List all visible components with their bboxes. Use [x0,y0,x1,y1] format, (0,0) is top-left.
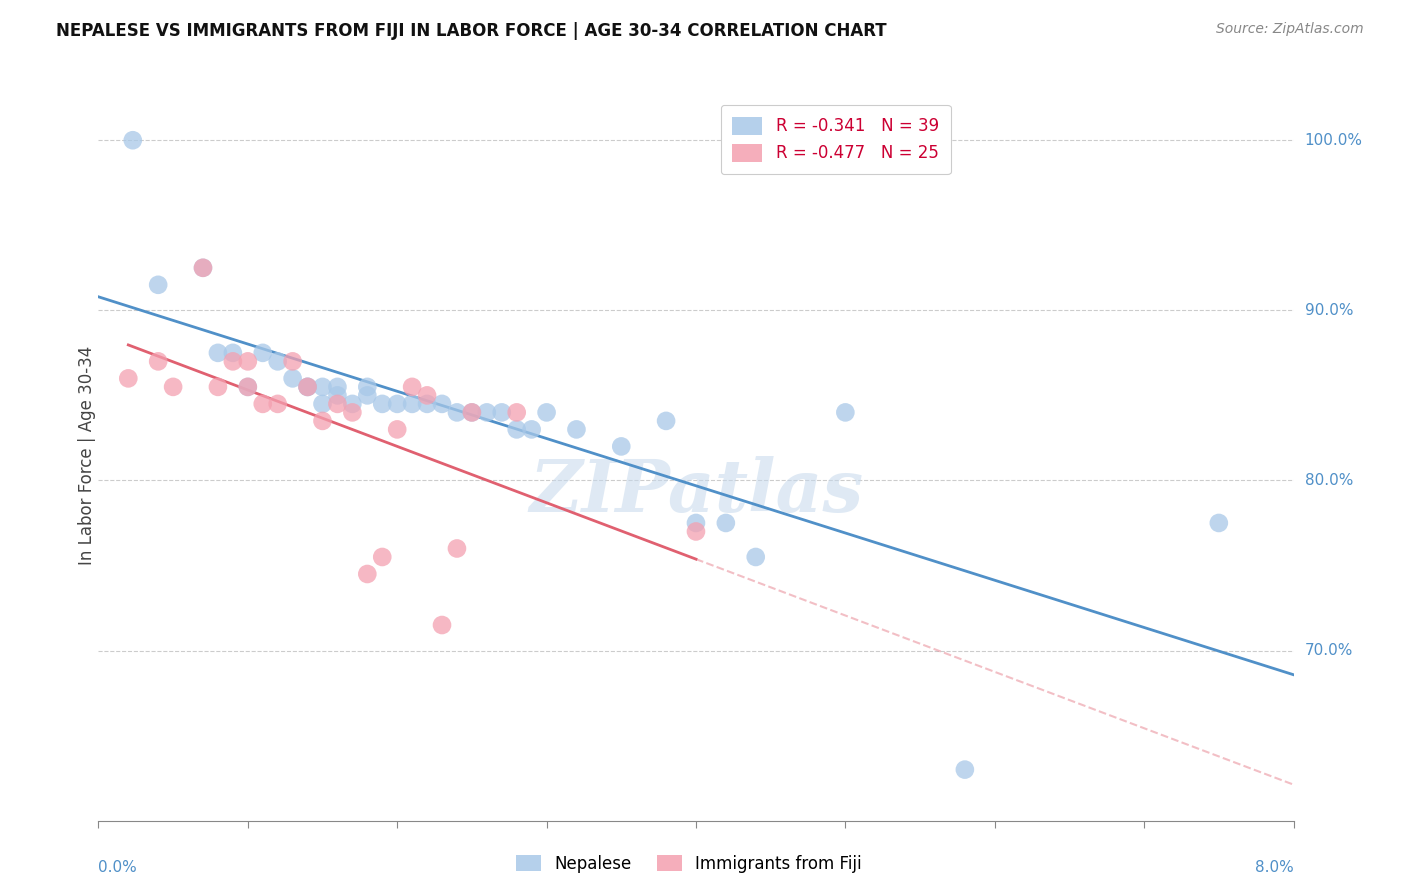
Point [311,397,333,411]
Point [565,422,588,436]
Point [252,346,274,360]
Point [148,277,170,292]
Point [610,439,633,453]
Point [416,397,439,411]
Text: 90.0%: 90.0% [1305,302,1353,318]
Point [207,380,229,394]
Point [191,260,214,275]
Text: 0.0%: 0.0% [98,860,138,874]
Point [297,380,319,394]
Point [222,346,245,360]
Text: ZIPatlas: ZIPatlas [529,456,863,527]
Point [834,405,856,419]
Point [446,405,468,419]
Point [267,397,290,411]
Point [461,405,484,419]
Point [401,380,423,394]
Point [311,380,333,394]
Point [475,405,498,419]
Point [207,346,229,360]
Text: Source: ZipAtlas.com: Source: ZipAtlas.com [1216,22,1364,37]
Point [371,549,394,564]
Point [121,133,143,147]
Point [506,405,529,419]
Point [446,541,468,556]
Point [385,422,409,436]
Point [745,549,768,564]
Point [311,414,333,428]
Point [430,618,453,632]
Point [491,405,513,419]
Point [953,763,976,777]
Point [401,397,423,411]
Point [356,388,378,402]
Legend: Nepalese, Immigrants from Fiji: Nepalese, Immigrants from Fiji [509,848,869,880]
Point [236,380,259,394]
Point [385,397,409,411]
Point [281,354,304,368]
Point [252,397,274,411]
Point [430,397,453,411]
Point [461,405,484,419]
Point [356,566,378,581]
Text: 80.0%: 80.0% [1305,473,1353,488]
Point [222,354,245,368]
Point [326,397,349,411]
Legend: R = -0.341   N = 39, R = -0.477   N = 25: R = -0.341 N = 39, R = -0.477 N = 25 [721,105,950,174]
Point [191,260,214,275]
Point [714,516,737,530]
Point [1208,516,1230,530]
Point [685,524,707,539]
Point [506,422,529,436]
Text: 100.0%: 100.0% [1305,133,1362,148]
Point [162,380,184,394]
Text: 8.0%: 8.0% [1254,860,1294,874]
Point [326,388,349,402]
Point [267,354,290,368]
Point [416,388,439,402]
Point [342,397,364,411]
Point [356,380,378,394]
Point [326,380,349,394]
Point [685,516,707,530]
Point [236,380,259,394]
Text: 70.0%: 70.0% [1305,643,1353,658]
Point [371,397,394,411]
Point [236,354,259,368]
Point [117,371,139,385]
Point [281,371,304,385]
Point [655,414,678,428]
Point [297,380,319,394]
Point [342,405,364,419]
Point [148,354,170,368]
Point [297,380,319,394]
Y-axis label: In Labor Force | Age 30-34: In Labor Force | Age 30-34 [79,345,96,565]
Point [536,405,558,419]
Text: NEPALESE VS IMMIGRANTS FROM FIJI IN LABOR FORCE | AGE 30-34 CORRELATION CHART: NEPALESE VS IMMIGRANTS FROM FIJI IN LABO… [56,22,887,40]
Point [520,422,543,436]
